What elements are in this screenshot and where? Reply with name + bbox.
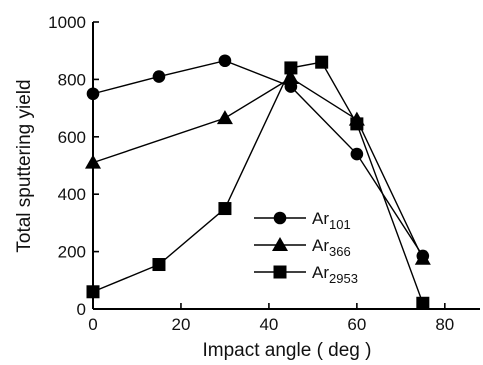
legend-label: Ar2953 — [312, 263, 358, 286]
data-point — [218, 54, 232, 68]
legend-label: Ar101 — [312, 209, 351, 232]
legend-marker — [272, 237, 288, 251]
series-layer — [85, 54, 431, 310]
x-tick-label: 40 — [259, 315, 278, 334]
data-point — [350, 147, 364, 161]
x-axis-title: Impact angle ( deg ) — [203, 340, 372, 361]
data-point — [86, 285, 100, 299]
legend-entry: Ar2953 — [254, 263, 358, 286]
data-point — [152, 258, 166, 272]
data-point — [350, 117, 364, 131]
y-axis-title: Total sputtering yield — [14, 79, 35, 252]
y-tick-label: 800 — [58, 70, 86, 89]
data-point — [86, 87, 100, 101]
legend-marker — [273, 265, 287, 279]
y-tick-label: 600 — [58, 128, 86, 147]
legend-marker — [273, 211, 287, 225]
y-tick-label: 1000 — [48, 13, 86, 32]
y-tick-label: 400 — [58, 185, 86, 204]
x-tick-label: 60 — [347, 315, 366, 334]
y-tick-label: 0 — [77, 300, 86, 319]
legend: Ar101 Ar366 Ar2953 — [254, 209, 358, 286]
x-tick-label: 0 — [88, 315, 97, 334]
data-point — [152, 70, 166, 83]
series-ar101 — [86, 54, 430, 263]
series-ar2953 — [86, 55, 430, 310]
x-tick-label: 80 — [435, 315, 454, 334]
data-point — [218, 202, 232, 216]
legend-entry: Ar366 — [254, 236, 351, 259]
series-line — [92, 60, 424, 257]
data-point — [216, 110, 233, 125]
data-point — [284, 61, 298, 75]
data-point — [414, 250, 431, 265]
y-tick-label: 200 — [58, 243, 86, 262]
data-point — [282, 69, 299, 84]
data-point — [315, 55, 329, 69]
legend-label: Ar366 — [312, 236, 351, 259]
data-point — [85, 154, 101, 169]
series-ar366 — [85, 69, 431, 265]
data-point — [416, 296, 430, 310]
x-tick-label: 20 — [171, 315, 190, 334]
axes: 0 200 400 600 800 1000 0 20 40 60 80 — [48, 13, 480, 334]
legend-entry: Ar101 — [254, 209, 351, 232]
